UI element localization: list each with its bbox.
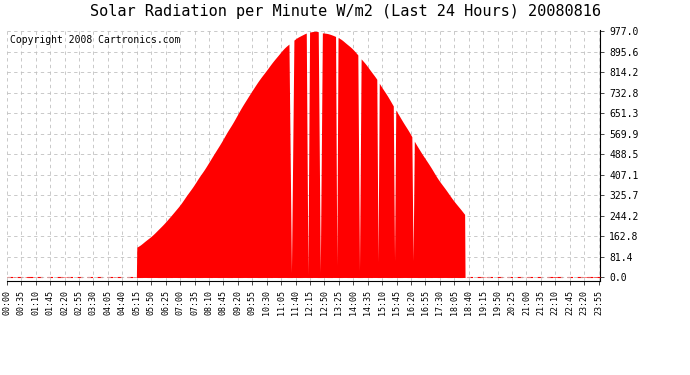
Text: Copyright 2008 Cartronics.com: Copyright 2008 Cartronics.com <box>10 35 180 45</box>
Text: Solar Radiation per Minute W/m2 (Last 24 Hours) 20080816: Solar Radiation per Minute W/m2 (Last 24… <box>90 4 600 19</box>
